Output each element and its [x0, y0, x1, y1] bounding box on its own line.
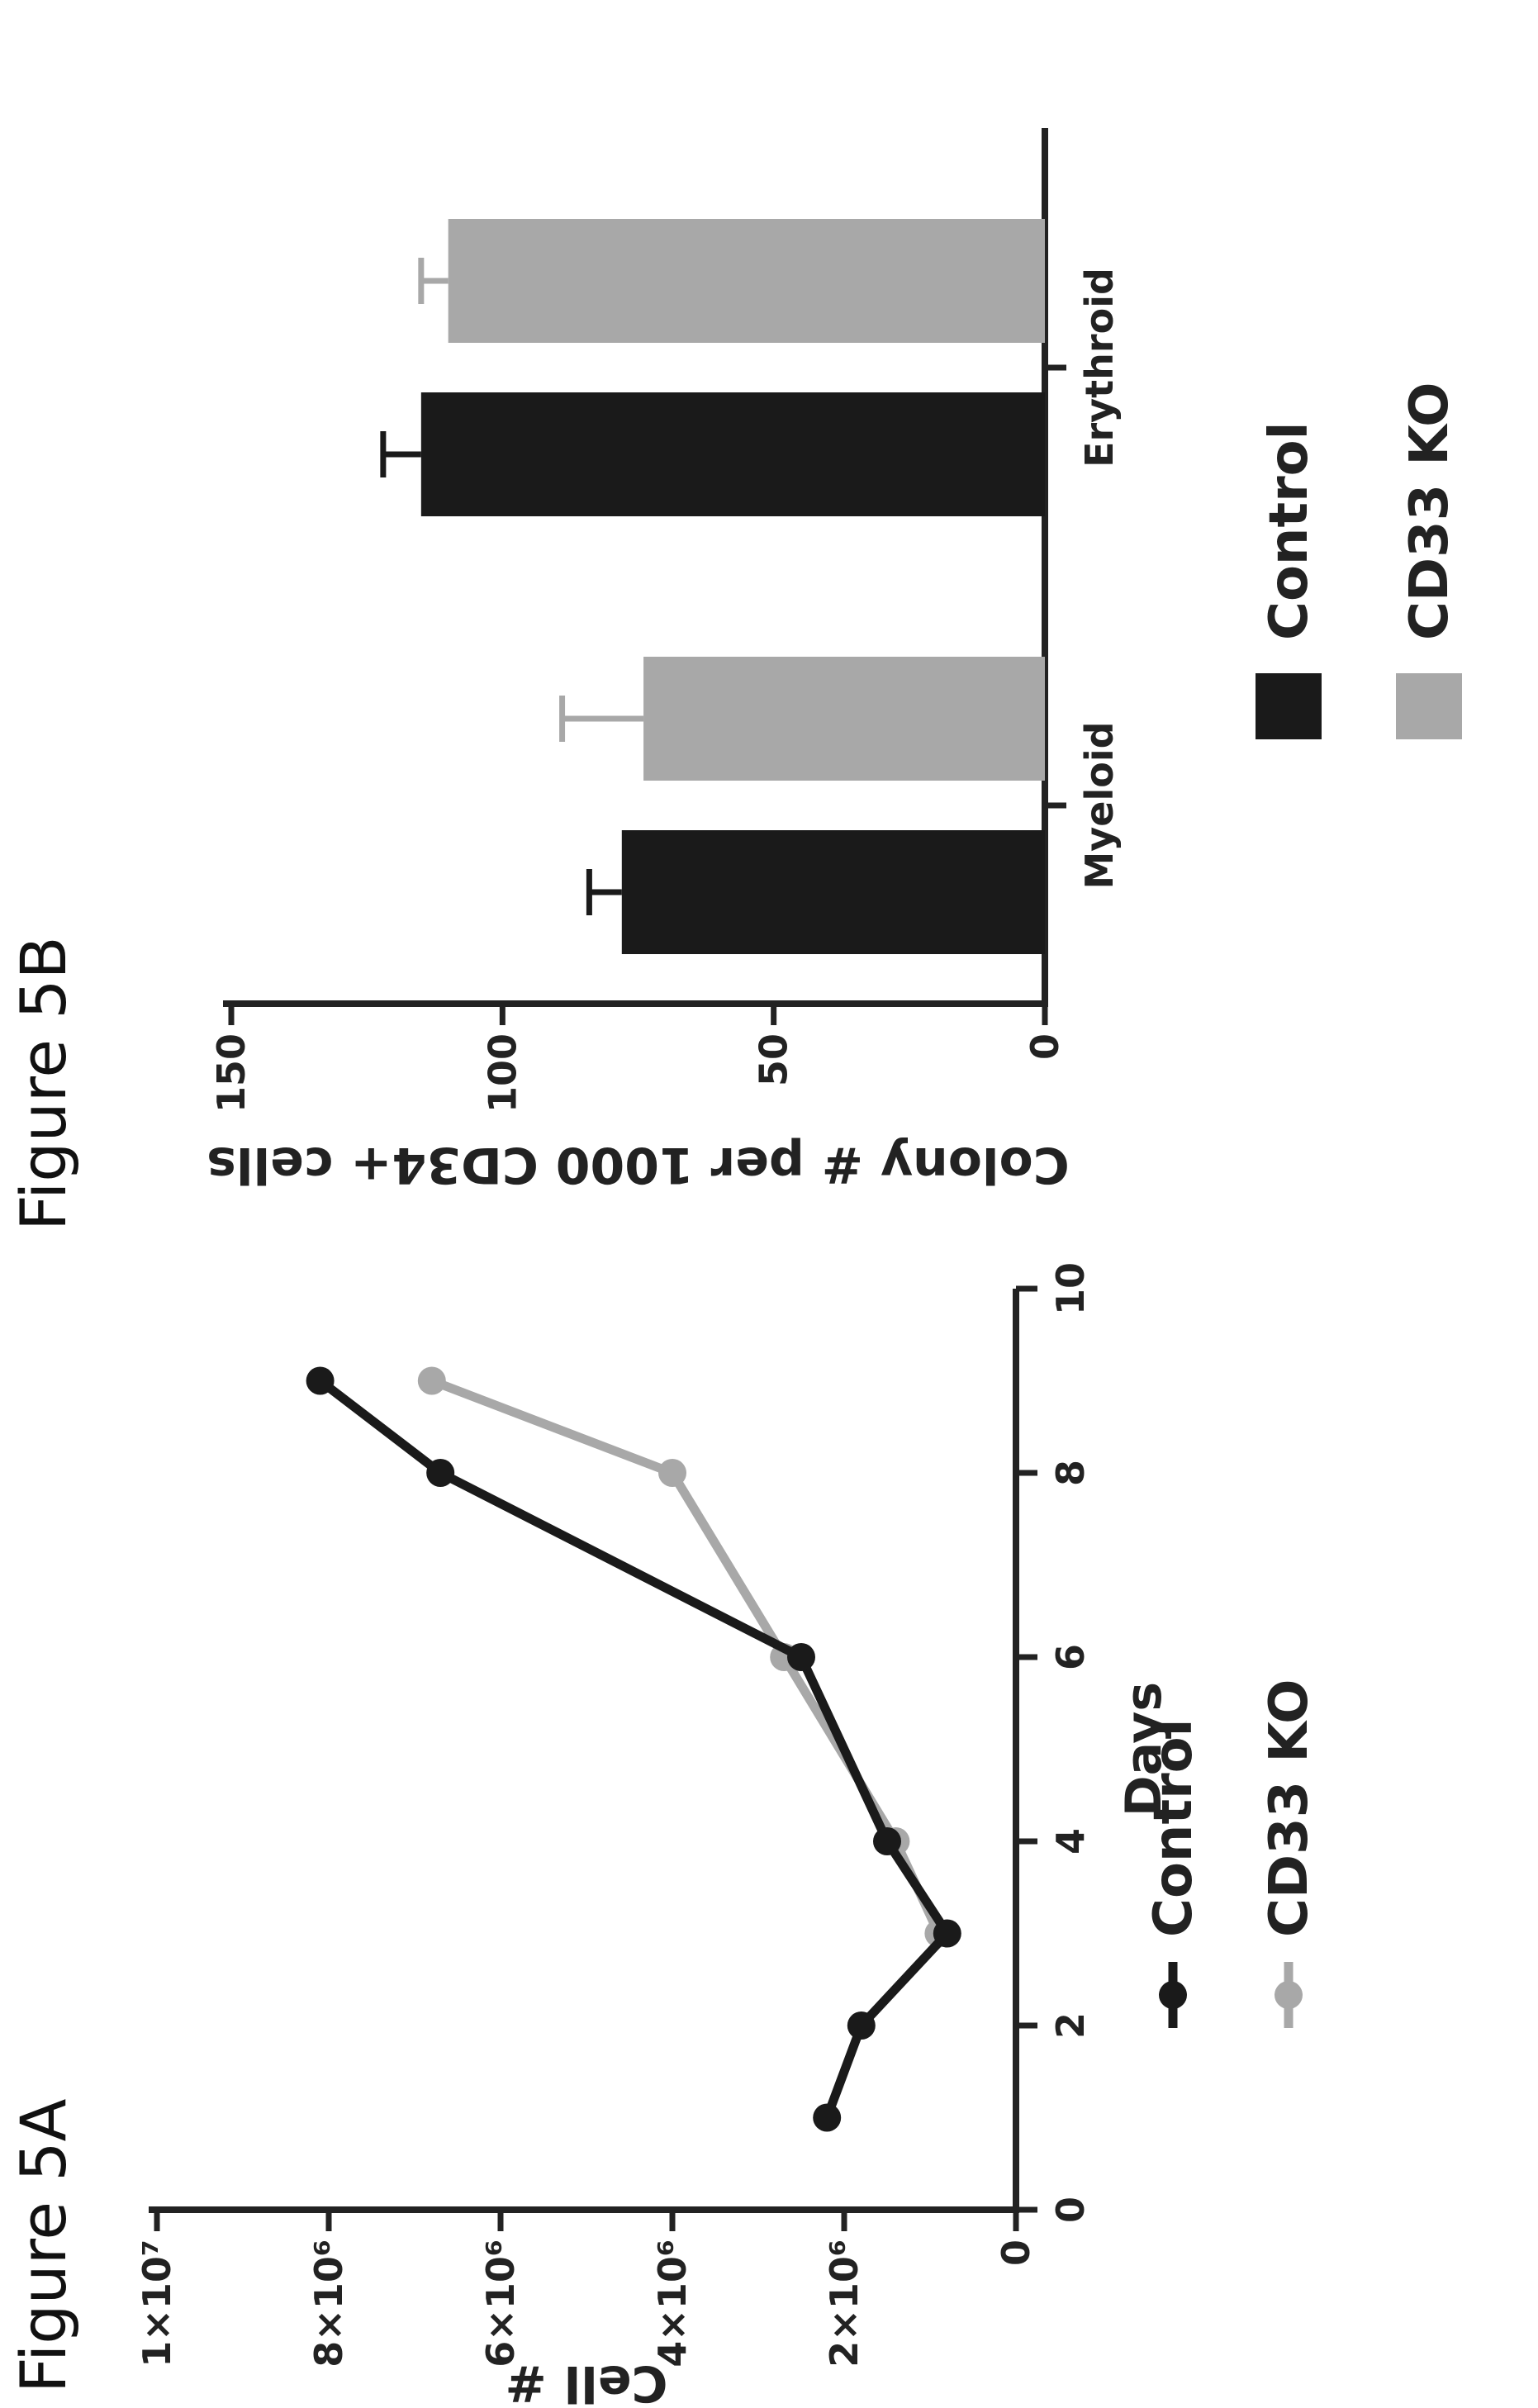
- x-category-label: Myeloid: [1077, 721, 1122, 889]
- y-tick-label: 2×10⁶: [822, 2239, 866, 2368]
- y-tick-label: 6×10⁶: [478, 2239, 523, 2368]
- x-category-label: Erythroid: [1077, 268, 1122, 468]
- x-tick-label: 2: [1048, 2012, 1093, 2039]
- cd33-ko-data-point: [417, 1366, 446, 1395]
- y-tick-label: 0: [1023, 1033, 1067, 1060]
- control-data-point: [813, 2103, 842, 2132]
- x-tick-label: 0: [1048, 2197, 1093, 2223]
- control-data-point: [306, 1366, 335, 1395]
- y-axis-title: Colony # per 1000 CD34+ cells: [206, 1136, 1070, 1194]
- legend-swatch: [1396, 673, 1462, 739]
- y-tick-label: 150: [209, 1033, 254, 1113]
- legend-marker: [1159, 1981, 1187, 2009]
- control-data-point: [873, 1827, 901, 1855]
- cd33-ko-series-line: [430, 1376, 943, 1935]
- figure-5b-bar-chart: 0 50 100 150 Colony # per 1000 CD34+ cells My…: [206, 128, 1462, 1194]
- cd33-ko-bar: [448, 219, 1045, 343]
- y-tick-label: 1×10⁷: [135, 2239, 179, 2368]
- control-data-point: [787, 1643, 815, 1671]
- control-series-line: [317, 1377, 952, 2120]
- legend-label: CD33 KO: [1259, 1679, 1320, 1937]
- control-data-point: [933, 1919, 961, 1948]
- y-tick-label: 50: [752, 1033, 796, 1086]
- cd33-ko-bar: [643, 657, 1045, 781]
- legend-marker: [1275, 1981, 1303, 2009]
- x-tick-label: 4: [1048, 1828, 1093, 1855]
- y-axis-title: Cell #: [505, 2354, 667, 2408]
- legend-label: Control: [1259, 421, 1320, 640]
- x-axis-title: Days: [1115, 1682, 1173, 1817]
- control-data-point: [426, 1459, 455, 1487]
- legend-swatch: [1256, 673, 1322, 739]
- legend-label: CD33 KO: [1399, 382, 1460, 640]
- y-tick-label: 0: [994, 2239, 1038, 2266]
- cd33-ko-data-point: [658, 1459, 686, 1487]
- x-tick-label: 8: [1048, 1460, 1093, 1486]
- y-tick-label: 4×10⁶: [650, 2239, 695, 2368]
- y-tick-label: 100: [480, 1033, 525, 1113]
- legend-label: Control: [1143, 1718, 1204, 1937]
- control-data-point: [847, 2011, 876, 2040]
- x-tick-label: 6: [1048, 1644, 1093, 1670]
- control-bar: [420, 392, 1046, 516]
- figure-5a-line-chart: 0 2×10⁶ 4×10⁶ 6×10⁶ 8×10⁶ 1×10⁷ 0 2 4 6 8 10 Days Cel…: [135, 1262, 1320, 2408]
- x-tick-label: 10: [1048, 1262, 1093, 1315]
- y-tick-label: 8×10⁶: [306, 2239, 351, 2368]
- control-bar: [621, 830, 1045, 954]
